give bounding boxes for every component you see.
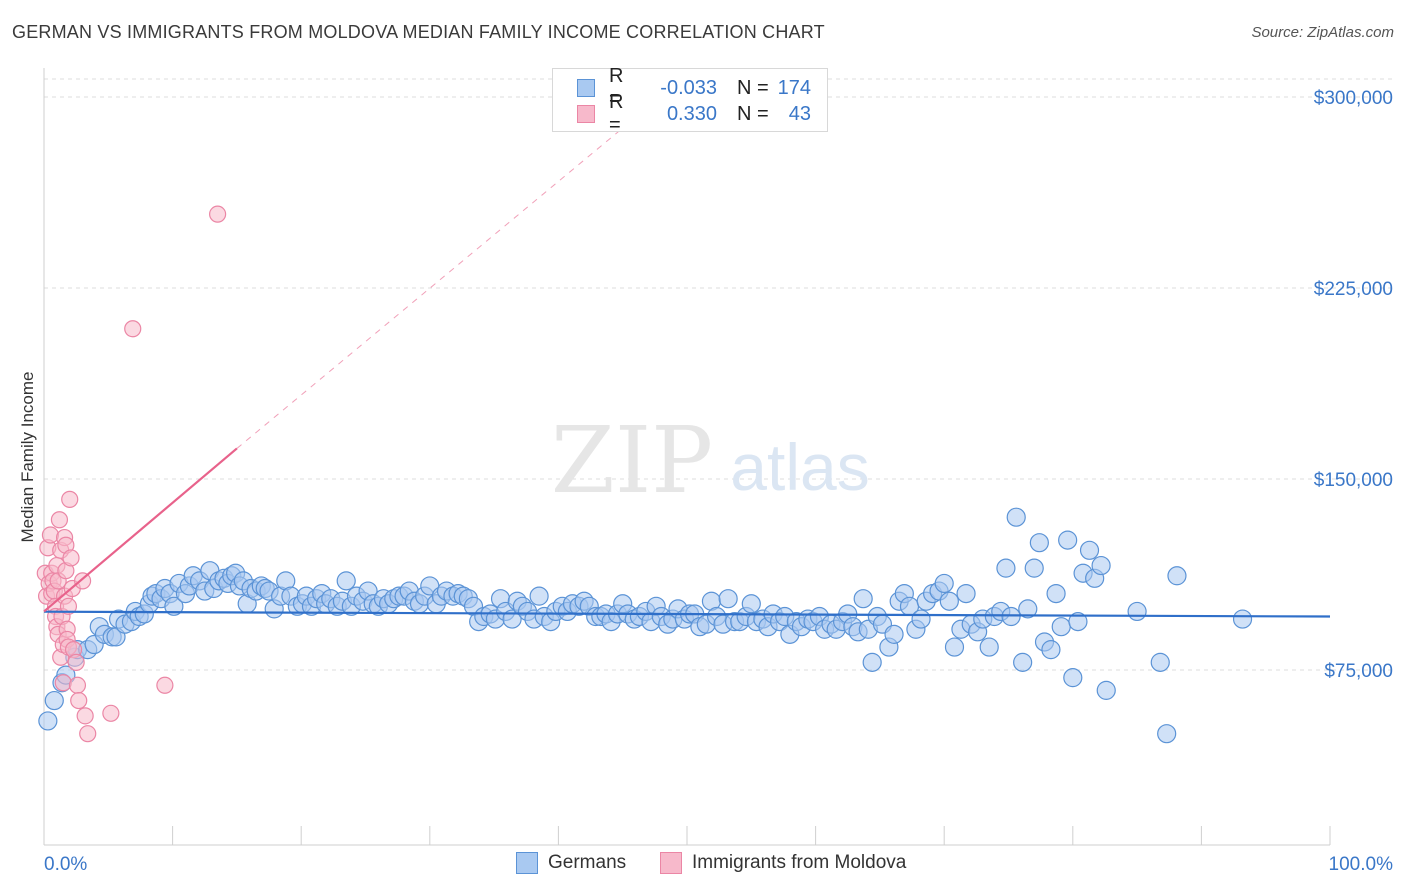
legend-r-label: R = bbox=[609, 65, 624, 110]
moldova-point bbox=[102, 704, 120, 722]
german-point bbox=[1068, 612, 1088, 632]
trend-layer bbox=[43, 116, 1331, 618]
german-point bbox=[1001, 606, 1021, 627]
moldova-point bbox=[124, 320, 142, 338]
watermark-zip: ZIP bbox=[551, 407, 713, 514]
german-point bbox=[979, 637, 999, 657]
german-point bbox=[1029, 533, 1049, 553]
german-point bbox=[164, 596, 184, 616]
legend-item-germans[interactable]: Germans bbox=[516, 852, 626, 874]
german-point bbox=[1013, 652, 1033, 672]
moldova-point bbox=[76, 707, 94, 725]
german-point bbox=[718, 589, 738, 609]
legend-row-germans: R = -0.033 N = 174 bbox=[577, 65, 811, 110]
german-point bbox=[911, 609, 931, 629]
watermark-atlas: atlas bbox=[730, 430, 869, 504]
moldova-trend-extension bbox=[236, 116, 636, 449]
german-point bbox=[1127, 601, 1147, 622]
correlation-legend: R = -0.033 N = 174 R = 0.330 N = 43 bbox=[552, 65, 828, 136]
german-point bbox=[862, 652, 882, 672]
series-legend: Germans Immigrants from Moldova bbox=[0, 852, 1406, 878]
legend-item-moldova[interactable]: Immigrants from Moldova bbox=[660, 852, 906, 874]
chart-title: GERMAN VS IMMIGRANTS FROM MOLDOVA MEDIAN… bbox=[12, 22, 825, 42]
legend-r-value: -0.033 bbox=[660, 76, 717, 99]
german-point bbox=[38, 711, 58, 731]
german-point bbox=[1096, 680, 1116, 700]
german-point bbox=[1006, 507, 1026, 527]
german-point bbox=[1041, 640, 1061, 660]
y-tick-label: $150,000 bbox=[1314, 470, 1393, 491]
german-point bbox=[944, 637, 965, 657]
german-point bbox=[956, 583, 976, 604]
legend-r-label: R = bbox=[609, 91, 624, 136]
legend-row-moldova: R = 0.330 N = 43 bbox=[577, 91, 811, 136]
legend-label-moldova: Immigrants from Moldova bbox=[692, 852, 907, 873]
german-point bbox=[1157, 724, 1177, 744]
moldova-point bbox=[209, 205, 227, 223]
tick-label-layer: $75,000 $150,000 $225,000 $300,000 0.0% 100.0… bbox=[44, 88, 1393, 875]
german-point bbox=[1150, 652, 1170, 672]
german-point bbox=[502, 609, 522, 629]
german-point bbox=[853, 589, 873, 609]
german-point bbox=[1063, 668, 1083, 688]
moldova-point bbox=[156, 676, 174, 694]
german-point bbox=[1167, 566, 1187, 586]
x-tick-label-start: 0.0% bbox=[44, 854, 87, 875]
legend-n-value: 174 bbox=[777, 76, 811, 99]
y-tick-label: $225,000 bbox=[1314, 279, 1393, 300]
german-point bbox=[741, 594, 761, 614]
german-point bbox=[934, 573, 954, 594]
german-point bbox=[1024, 558, 1044, 578]
moldova-point bbox=[41, 526, 60, 544]
moldova-point bbox=[67, 653, 85, 671]
german-point bbox=[1058, 530, 1078, 550]
german-point bbox=[529, 586, 549, 606]
german-point bbox=[939, 591, 959, 611]
moldova-point bbox=[59, 597, 78, 615]
moldova-trend-line bbox=[43, 447, 238, 613]
german-point bbox=[1018, 599, 1038, 619]
moldova-point bbox=[54, 674, 72, 692]
legend-n-label: N = bbox=[737, 76, 769, 99]
moldova-point bbox=[62, 549, 80, 567]
moldova-point bbox=[68, 676, 87, 694]
legend-label-germans: Germans bbox=[548, 852, 627, 873]
legend-swatch-pink bbox=[577, 105, 595, 123]
legend-swatch-pink bbox=[660, 852, 682, 874]
y-tick-label: $75,000 bbox=[1324, 661, 1393, 682]
german-point bbox=[1232, 609, 1253, 629]
moldova-point bbox=[61, 490, 79, 508]
moldova-point bbox=[79, 725, 97, 743]
source-credit: Source: ZipAtlas.com bbox=[1251, 24, 1394, 41]
german-point bbox=[996, 558, 1016, 578]
moldova-point bbox=[70, 691, 88, 710]
german-point bbox=[1051, 617, 1071, 637]
x-tick-label-end: 100.0% bbox=[1329, 854, 1394, 875]
legend-n-value: 43 bbox=[788, 102, 811, 125]
german-point bbox=[1091, 555, 1111, 576]
german-trend-line bbox=[43, 610, 1331, 618]
german-point bbox=[336, 571, 356, 591]
legend-swatch-blue bbox=[516, 852, 538, 874]
legend-r-value: 0.330 bbox=[666, 102, 717, 125]
german-point bbox=[1046, 583, 1066, 604]
german-point bbox=[1079, 540, 1100, 560]
legend-swatch-blue bbox=[577, 79, 595, 97]
german-point bbox=[44, 690, 64, 711]
german-point bbox=[884, 624, 904, 644]
legend-n-label: N = bbox=[737, 102, 769, 125]
moldova-point bbox=[50, 511, 69, 529]
points-layer bbox=[36, 205, 1253, 744]
y-tick-label: $300,000 bbox=[1314, 88, 1393, 109]
